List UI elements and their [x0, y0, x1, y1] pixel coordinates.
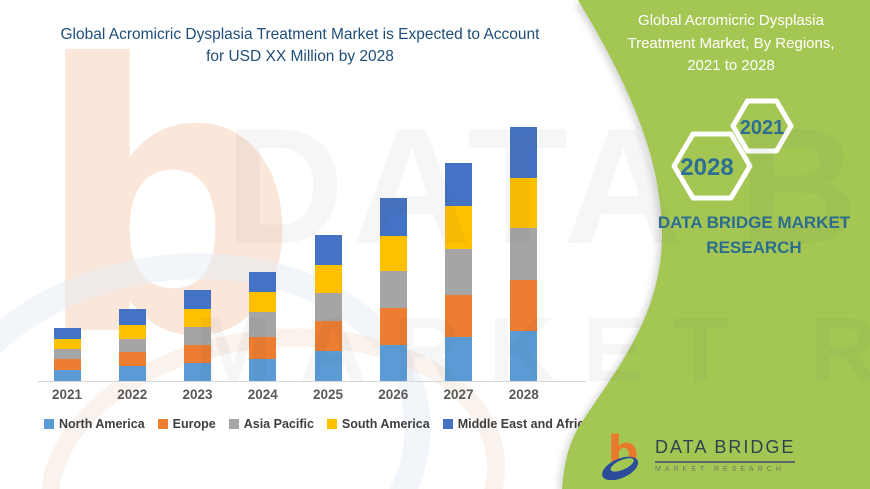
- brand-text: DATA BRIDGE MARKET RESEARCH: [636, 211, 870, 260]
- bar-segment-middle-east-and-africa-2028: [510, 127, 538, 178]
- bar-segment-middle-east-and-africa-2026: [379, 198, 407, 236]
- legend-item-asia-pacific: Asia Pacific: [228, 417, 314, 431]
- brand-text-line2: RESEARCH: [706, 237, 802, 257]
- bar-segment-europe-2028: [510, 280, 538, 331]
- bar-segment-europe-2026: [379, 308, 407, 345]
- logo-name: DATA BRIDGE: [655, 437, 796, 463]
- hexagon-2028: [671, 131, 753, 201]
- data-bridge-logo-icon: b: [602, 430, 639, 480]
- bar-segment-north-america-2023: [184, 363, 211, 381]
- bar-segment-asia-pacific-2026: [379, 271, 407, 308]
- x-axis-label-2022: 2022: [117, 387, 148, 402]
- bar-segment-south-america-2026: [379, 236, 407, 271]
- bar-segment-middle-east-and-africa-2022: [118, 309, 146, 325]
- x-axis-label-2027: 2027: [443, 387, 474, 402]
- logo-swoosh: [602, 456, 639, 480]
- bar-segment-asia-pacific-2028: [510, 228, 538, 280]
- logo-wordmark: DATA BRIDGE MARKET RESEARCH: [655, 437, 796, 473]
- hexagon-year-2021: 2021: [740, 117, 785, 139]
- legend-label-north-america: North America: [59, 417, 145, 431]
- legend-swatch-middle-east-and-africa: [442, 419, 453, 429]
- x-axis-label-2025: 2025: [312, 387, 344, 402]
- legend-swatch-south-america: [326, 419, 337, 429]
- bar-segment-north-america-2022: [118, 366, 146, 381]
- bar-segment-north-america-2028: [510, 331, 538, 381]
- legend-item-middle-east-and-africa: Middle East and Africa: [442, 417, 592, 431]
- chart-title: Global Acromicric Dysplasia Treatment Ma…: [8, 24, 592, 68]
- hexagon-year-2028: 2028: [680, 154, 733, 181]
- chart-title-line2: for USD XX Million by 2028: [206, 48, 394, 65]
- bar-segment-asia-pacific-2023: [184, 327, 211, 345]
- bar-segment-asia-pacific-2022: [118, 339, 146, 352]
- bar-segment-asia-pacific-2024: [249, 312, 277, 337]
- bar-segment-middle-east-and-africa-2027: [445, 163, 472, 206]
- bar-segment-south-america-2022: [118, 325, 146, 339]
- bar-segment-middle-east-and-africa-2021: [53, 328, 81, 339]
- bar-segment-europe-2023: [184, 345, 211, 363]
- data-bridge-logo: b DATA BRIDGE MARKET RESEARCH: [597, 430, 796, 480]
- x-axis-line: [38, 381, 586, 382]
- panel-title-line3: 2021 to 2028: [687, 57, 775, 74]
- bar-segment-south-america-2025: [314, 265, 342, 293]
- hexagon-2021: [730, 98, 794, 154]
- bar-segment-north-america-2025: [314, 351, 342, 381]
- bar-segment-asia-pacific-2021: [53, 349, 81, 359]
- legend-item-north-america: North America: [44, 417, 145, 431]
- legend-label-asia-pacific: Asia Pacific: [243, 417, 314, 431]
- panel-title-line1: Global Acromicric Dysplasia: [638, 12, 824, 29]
- legend-item-south-america: South America: [326, 417, 430, 431]
- bar-segment-europe-2022: [118, 352, 146, 366]
- x-axis-label-2026: 2026: [378, 387, 409, 402]
- bar-segment-asia-pacific-2025: [314, 293, 342, 321]
- x-axis-label-2023: 2023: [182, 387, 213, 402]
- chart-title-line1: Global Acromicric Dysplasia Treatment Ma…: [60, 26, 540, 43]
- x-axis-label-2021: 2021: [51, 387, 83, 402]
- bar-segment-south-america-2027: [445, 206, 472, 249]
- bar-segment-north-america-2027: [445, 337, 472, 381]
- panel-title: Global Acromicric Dysplasia Treatment Ma…: [600, 10, 862, 78]
- legend-label-europe: Europe: [172, 417, 216, 431]
- bar-segment-middle-east-and-africa-2025: [314, 235, 342, 265]
- bar-segment-south-america-2023: [184, 309, 211, 327]
- x-axis-label-2028: 2028: [508, 387, 539, 402]
- bar-segment-south-america-2021: [53, 339, 81, 349]
- bar-segment-europe-2024: [249, 337, 277, 359]
- logo-subtitle: MARKET RESEARCH: [655, 466, 785, 473]
- green-panel-shape: [562, 0, 870, 489]
- panel-title-line2: Treatment Market, By Regions,: [627, 34, 835, 52]
- legend-swatch-north-america: [44, 419, 54, 429]
- brand-text-line1: DATA BRIDGE MARKET: [657, 213, 851, 232]
- bar-segment-south-america-2024: [249, 292, 277, 312]
- x-axis-label-2024: 2024: [247, 387, 278, 402]
- bar-segment-north-america-2026: [379, 345, 407, 381]
- bar-segment-europe-2021: [53, 359, 81, 370]
- bar-segment-asia-pacific-2027: [445, 249, 472, 295]
- bar-segment-middle-east-and-africa-2023: [184, 290, 211, 309]
- legend-swatch-europe: [157, 419, 168, 429]
- legend-swatch-asia-pacific: [228, 419, 239, 429]
- legend-label-south-america: South America: [341, 417, 430, 431]
- legend-item-europe: Europe: [157, 417, 216, 431]
- legend-label-middle-east-and-africa: Middle East and Africa: [457, 417, 592, 431]
- bar-segment-europe-2025: [314, 321, 342, 351]
- bar-segment-north-america-2021: [53, 370, 81, 381]
- chart-legend: North America Europe Asia Pacific South Ame…: [44, 417, 591, 431]
- bar-segment-south-america-2028: [510, 178, 538, 228]
- bar-segment-north-america-2024: [249, 359, 277, 381]
- bar-segment-middle-east-and-africa-2024: [249, 272, 277, 292]
- bar-segment-europe-2027: [445, 295, 472, 337]
